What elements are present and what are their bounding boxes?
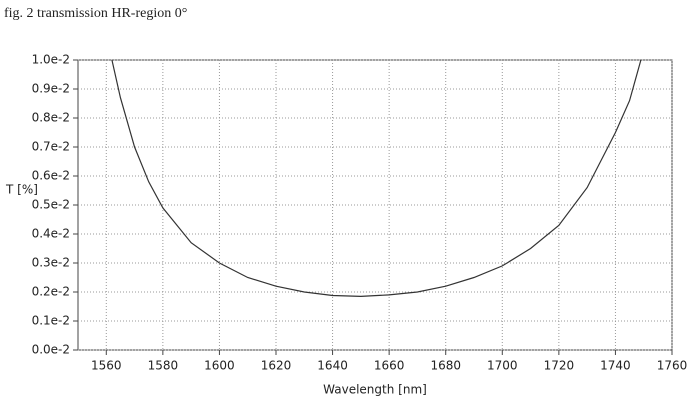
x-tick-label: 1660 — [374, 359, 405, 373]
x-tick-label: 1740 — [600, 359, 631, 373]
y-tick-label: 0.9e-2 — [32, 82, 70, 96]
x-tick-label: 1640 — [317, 359, 348, 373]
data-line — [111, 59, 642, 297]
x-tick-label: 1580 — [148, 359, 179, 373]
y-tick-label: 0.6e-2 — [32, 169, 70, 183]
y-tick-label: 0.4e-2 — [32, 227, 70, 241]
x-tick-label: 1760 — [657, 359, 688, 373]
x-axis-label: Wavelength [nm] — [323, 383, 427, 397]
y-tick-label: 0.5e-2 — [32, 198, 70, 212]
y-tick-label: 0.0e-2 — [32, 343, 70, 357]
x-tick-label: 1720 — [544, 359, 575, 373]
y-tick-label: 1.0e-2 — [32, 53, 70, 67]
x-tick-label: 1680 — [430, 359, 461, 373]
y-tick-label: 0.3e-2 — [32, 256, 70, 270]
y-tick-label: 0.8e-2 — [32, 111, 70, 125]
x-tick-label: 1560 — [91, 359, 122, 373]
y-tick-label: 0.1e-2 — [32, 314, 70, 328]
y-tick-label: 0.2e-2 — [32, 285, 70, 299]
y-axis-label: T [%] — [5, 183, 38, 197]
y-tick-label: 0.7e-2 — [32, 140, 70, 154]
x-tick-label: 1700 — [487, 359, 518, 373]
x-tick-label: 1600 — [204, 359, 235, 373]
x-tick-label: 1620 — [261, 359, 292, 373]
chart-title: fig. 2 transmission HR-region 0° — [4, 6, 187, 21]
